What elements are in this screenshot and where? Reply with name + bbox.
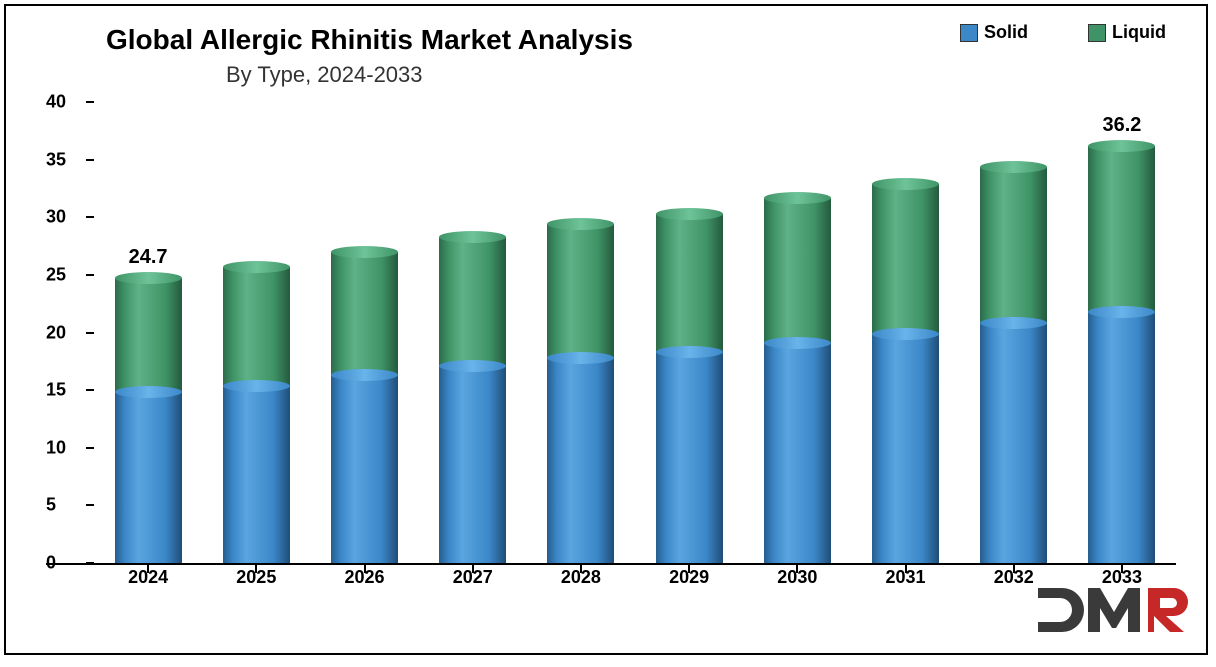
legend-label-solid: Solid	[984, 22, 1028, 43]
y-tick-mark	[86, 101, 94, 103]
stacked-bar	[656, 214, 723, 563]
bar-segment-solid	[980, 323, 1047, 563]
bar-segment-solid	[439, 366, 506, 563]
y-tick-mark	[86, 504, 94, 506]
x-tick-mark	[364, 565, 366, 573]
stacked-bar	[547, 224, 614, 563]
bar-segment-liquid	[115, 278, 182, 392]
bar-slot: 24.7	[94, 102, 202, 563]
y-tick-label: 35	[46, 149, 66, 170]
bar-slot	[960, 102, 1068, 563]
brand-logo	[1032, 582, 1192, 647]
bar-segment-liquid	[223, 267, 290, 386]
x-tick-mark	[147, 565, 149, 573]
bar-slot	[635, 102, 743, 563]
y-tick-label: 0	[46, 553, 56, 574]
stacked-bar: 24.7	[115, 278, 182, 563]
y-tick-label: 20	[46, 322, 66, 343]
bar-slot	[310, 102, 418, 563]
stacked-bar: 36.2	[1088, 146, 1155, 563]
bar-segment-liquid	[872, 184, 939, 334]
bar-segment-liquid	[439, 237, 506, 366]
chart-frame: Global Allergic Rhinitis Market Analysis…	[4, 4, 1208, 655]
bar-segment-solid	[547, 358, 614, 563]
x-axis-line	[46, 563, 1176, 565]
bar-segment-solid	[223, 386, 290, 563]
legend-swatch-liquid	[1088, 24, 1106, 42]
bar-slot	[851, 102, 959, 563]
bars-container: 24.7 36.2	[94, 102, 1176, 563]
x-tick-mark	[905, 565, 907, 573]
x-tick-mark	[796, 565, 798, 573]
stacked-bar	[980, 167, 1047, 563]
y-tick-label: 10	[46, 437, 66, 458]
y-tick-mark	[86, 562, 94, 564]
y-tick-mark	[86, 274, 94, 276]
y-tick-label: 15	[46, 380, 66, 401]
bar-segment-solid	[1088, 312, 1155, 563]
bar-value-label: 36.2	[1102, 114, 1141, 137]
x-tick-mark	[580, 565, 582, 573]
logo-d-icon	[1038, 588, 1084, 632]
legend-label-liquid: Liquid	[1112, 22, 1166, 43]
bar-slot	[527, 102, 635, 563]
bar-segment-liquid	[547, 224, 614, 358]
bar-slot	[419, 102, 527, 563]
bar-segment-liquid	[1088, 146, 1155, 312]
stacked-bar	[223, 267, 290, 563]
logo-m-icon	[1088, 588, 1140, 632]
y-tick-mark	[86, 159, 94, 161]
plot-area: 24.736.2 2024202520262027202820292030203…	[46, 102, 1176, 593]
stacked-bar	[872, 184, 939, 563]
y-tick-mark	[86, 447, 94, 449]
y-tick-mark	[86, 332, 94, 334]
stacked-bar	[439, 237, 506, 563]
bar-segment-liquid	[980, 167, 1047, 324]
bar-value-label: 24.7	[129, 246, 168, 269]
y-tick-label: 40	[46, 92, 66, 113]
bar-segment-liquid	[764, 198, 831, 343]
y-tick-label: 30	[46, 207, 66, 228]
y-tick-mark	[86, 389, 94, 391]
x-tick-mark	[255, 565, 257, 573]
logo-r-icon	[1148, 588, 1188, 632]
bar-slot	[743, 102, 851, 563]
x-tick-mark	[472, 565, 474, 573]
legend-swatch-solid	[960, 24, 978, 42]
bar-slot: 36.2	[1068, 102, 1176, 563]
bar-segment-solid	[331, 375, 398, 563]
bar-segment-liquid	[331, 252, 398, 375]
x-tick-mark	[688, 565, 690, 573]
bar-segment-solid	[872, 334, 939, 563]
bar-segment-solid	[115, 392, 182, 563]
y-tick-label: 25	[46, 264, 66, 285]
legend-item-liquid: Liquid	[1088, 22, 1166, 43]
x-tick-mark	[1121, 565, 1123, 573]
chart-subtitle: By Type, 2024-2033	[226, 62, 423, 88]
chart-legend: Solid Liquid	[960, 22, 1166, 43]
stacked-bar	[764, 198, 831, 563]
chart-title: Global Allergic Rhinitis Market Analysis	[106, 24, 633, 56]
bar-segment-solid	[764, 343, 831, 563]
bar-segment-liquid	[656, 214, 723, 352]
y-tick-mark	[86, 216, 94, 218]
y-tick-label: 5	[46, 495, 56, 516]
bar-segment-solid	[656, 352, 723, 563]
bar-slot	[202, 102, 310, 563]
legend-item-solid: Solid	[960, 22, 1028, 43]
x-tick-mark	[1013, 565, 1015, 573]
stacked-bar	[331, 252, 398, 563]
